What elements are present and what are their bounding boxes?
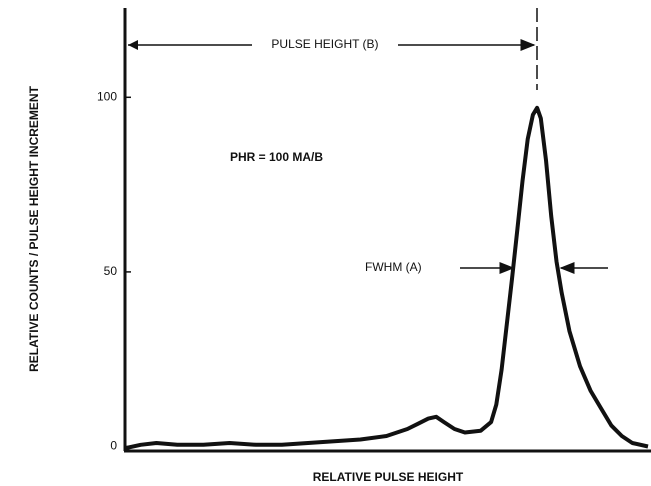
data-line	[124, 105, 649, 451]
arrow-head	[128, 40, 138, 50]
annotation: PULSE HEIGHT (B)	[271, 37, 378, 51]
y-axis-label: RELATIVE COUNTS / PULSE HEIGHT INCREMENT	[27, 85, 41, 371]
y-tick-label: 0	[110, 439, 117, 453]
y-tick-label: 100	[97, 89, 117, 103]
annotation: PHR = 100 MA/B	[230, 150, 323, 164]
annotation: FWHM (A)	[365, 260, 422, 274]
y-tick-label: 50	[104, 264, 118, 278]
x-axis-label: RELATIVE PULSE HEIGHT	[313, 470, 464, 484]
